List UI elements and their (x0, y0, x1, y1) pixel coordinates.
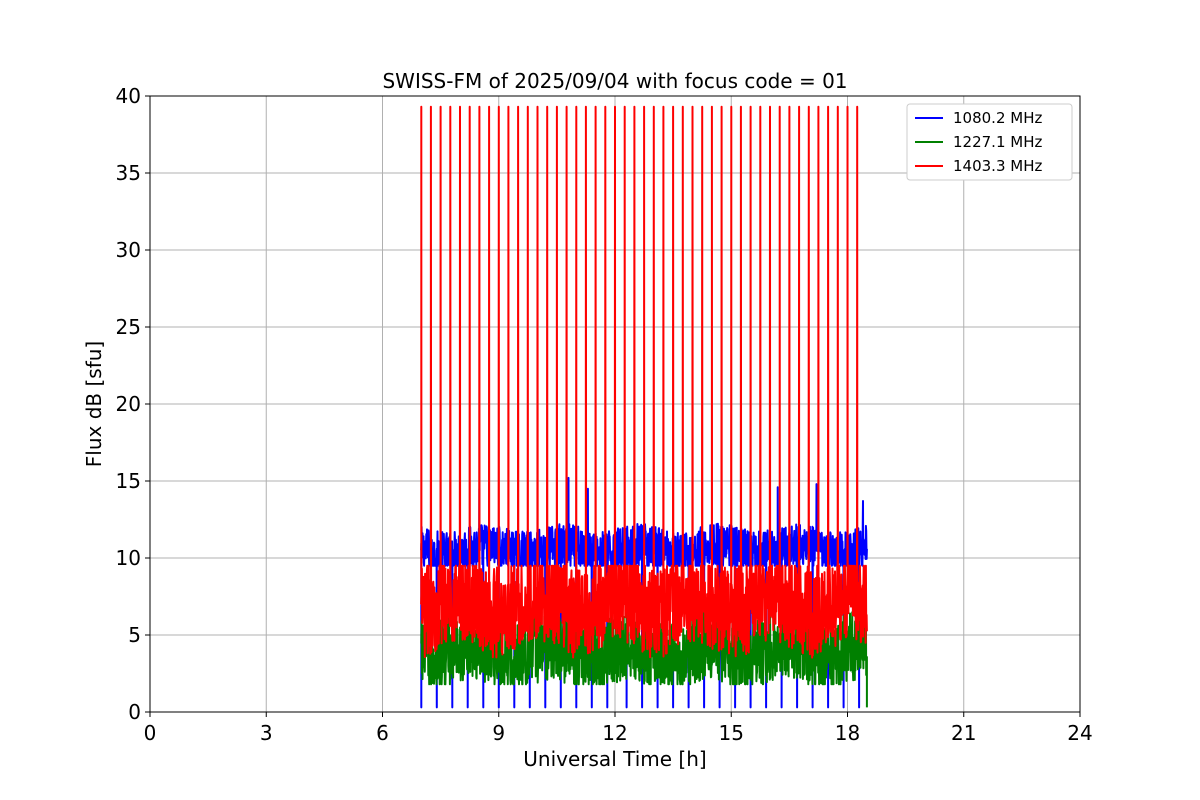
x-tick-label: 12 (602, 721, 627, 745)
series-layer (420, 105, 868, 709)
legend-label: 1227.1 MHz (953, 133, 1042, 151)
y-tick-label: 5 (128, 623, 141, 647)
x-tick-label: 9 (492, 721, 505, 745)
y-tick-label: 20 (116, 392, 141, 416)
y-tick-label: 40 (116, 84, 141, 108)
chart-title: SWISS-FM of 2025/09/04 with focus code =… (382, 69, 847, 93)
x-tick-label: 0 (144, 721, 157, 745)
y-tick-label: 35 (116, 161, 141, 185)
x-tick-label: 15 (719, 721, 744, 745)
y-tick-label: 0 (128, 700, 141, 724)
x-tick-label: 3 (260, 721, 273, 745)
y-axis-ticks: 0 5 10 15 20 25 30 35 40 (116, 84, 150, 724)
x-axis-label: Universal Time [h] (523, 747, 706, 771)
series-line-3 (420, 105, 868, 659)
legend-box (906, 103, 1073, 181)
legend: 1080.2 MHz 1227.1 MHz 1403.3 MHz (906, 103, 1073, 181)
legend-label: 1403.3 MHz (953, 157, 1042, 175)
legend-label: 1080.2 MHz (953, 109, 1042, 127)
x-tick-label: 18 (835, 721, 860, 745)
x-tick-label: 24 (1067, 721, 1092, 745)
y-tick-label: 15 (116, 469, 141, 493)
y-tick-label: 25 (116, 315, 141, 339)
y-tick-label: 10 (116, 546, 141, 570)
y-axis-label: Flux dB [sfu] (82, 341, 106, 467)
x-axis-ticks: 0 3 6 9 12 15 18 21 24 (144, 712, 1093, 745)
x-tick-label: 21 (951, 721, 976, 745)
x-tick-label: 6 (376, 721, 389, 745)
y-tick-label: 30 (116, 238, 141, 262)
